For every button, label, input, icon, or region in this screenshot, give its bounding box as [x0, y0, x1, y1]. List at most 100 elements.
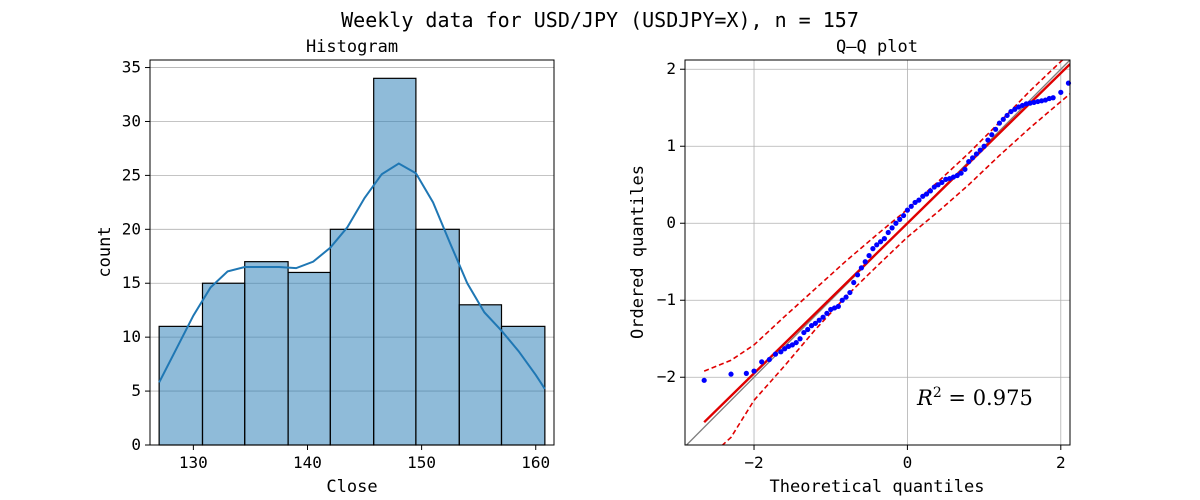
qq-point — [912, 199, 918, 206]
histogram-y-label: count — [95, 226, 115, 277]
histogram-panel: Histogram 130 140 150 160 0 5 10 15 20 25 30 35 Cl… — [95, 37, 555, 497]
qq-point — [766, 356, 772, 363]
histogram-bar — [373, 77, 417, 446]
qq-point — [939, 179, 945, 186]
qq-y-tick-label: 2 — [666, 59, 676, 78]
histogram-y-tick-label: 30 — [122, 111, 141, 130]
figure-title: Weekly data for USD/JPY (USDJPY=X), n = … — [341, 8, 859, 32]
qq-point — [958, 170, 964, 176]
histogram-y-tick-label: 20 — [122, 219, 141, 238]
qq-point — [954, 172, 960, 179]
qq-point — [839, 297, 845, 303]
qq-plot-title: Q–Q plot — [836, 37, 918, 57]
qq-point — [858, 265, 864, 271]
qq-point — [862, 259, 868, 265]
histogram-y-tick-label: 15 — [122, 273, 141, 292]
histogram-y-tick-label: 0 — [131, 435, 141, 454]
r-squared-symbol: R — [916, 386, 933, 410]
qq-point — [793, 339, 799, 346]
qq-y-tick-label: 1 — [666, 136, 676, 155]
qq-point — [969, 155, 976, 161]
r-squared-annotation: R2 = 0.975 — [916, 385, 1033, 410]
qq-point — [877, 239, 884, 245]
qq-point — [981, 143, 987, 149]
qq-point — [920, 193, 926, 199]
qq-point — [900, 212, 907, 219]
qq-point — [927, 188, 934, 194]
qq-point — [820, 314, 826, 320]
qq-point — [1008, 108, 1014, 115]
qq-point — [931, 184, 937, 190]
qq-point — [778, 349, 784, 355]
histogram-x-label: Close — [326, 477, 377, 497]
histogram-kde-curve — [158, 162, 546, 390]
qq-point — [1058, 89, 1064, 95]
histogram-bar — [329, 228, 375, 446]
r-squared-exponent: 2 — [933, 385, 942, 401]
qq-point — [772, 351, 779, 357]
histogram-bars — [158, 77, 546, 446]
qq-point — [1000, 116, 1006, 122]
qq-point — [870, 246, 876, 252]
qq-x-tick-label: −2 — [744, 453, 763, 472]
qq-point — [881, 236, 888, 242]
qq-point — [935, 182, 941, 188]
histogram-bar — [287, 271, 331, 446]
qq-y-ticks: −2 −1 0 1 2 — [657, 59, 685, 386]
histogram-title: Histogram — [306, 37, 398, 57]
qq-point — [977, 147, 983, 153]
qq-point — [893, 220, 899, 226]
qq-point — [701, 377, 707, 383]
histogram-x-ticks: 130 140 150 160 — [179, 445, 550, 472]
qq-point — [812, 320, 818, 326]
histogram-frame — [149, 59, 555, 446]
qq-point — [801, 329, 807, 336]
qq-point — [874, 242, 880, 248]
qq-point — [751, 368, 757, 374]
qq-point — [1004, 112, 1010, 119]
qq-point — [782, 346, 788, 352]
histogram-x-tick-label: 140 — [293, 453, 322, 472]
qq-point — [973, 151, 980, 157]
qq-point — [1012, 106, 1018, 112]
qq-point — [962, 166, 968, 172]
histogram-bar — [500, 325, 546, 446]
qq-point — [835, 303, 841, 309]
qq-point — [816, 317, 822, 323]
histogram-bar — [201, 282, 246, 446]
qq-x-tick-label: 2 — [1056, 453, 1066, 472]
histogram-y-tick-label: 10 — [122, 327, 141, 346]
histogram-bar — [415, 228, 460, 446]
qq-point — [866, 252, 872, 259]
qq-point — [759, 359, 765, 365]
qq-point — [923, 191, 930, 197]
qq-point — [847, 289, 853, 296]
qq-point — [728, 371, 734, 377]
qq-point — [885, 229, 891, 236]
qq-x-ticks: −2 0 2 — [744, 445, 1066, 472]
qq-plot-panel: Q–Q plot −2 0 2 −2 −1 0 1 2 R2 = 0.975 Theoret… — [628, 37, 1072, 497]
qq-point — [966, 159, 972, 165]
qq-y-tick-label: −1 — [657, 290, 676, 309]
histogram-y-ticks: 0 5 10 15 20 25 30 35 — [122, 58, 150, 454]
qq-point — [904, 207, 911, 213]
qq-y-tick-label: 0 — [666, 213, 676, 232]
histogram-y-tick-label: 5 — [131, 381, 141, 400]
qq-x-label: Theoretical quantiles — [770, 477, 985, 497]
histogram-bar — [458, 304, 503, 446]
histogram-bar — [244, 261, 289, 446]
qq-point — [989, 132, 995, 138]
histogram-y-tick-label: 25 — [122, 165, 141, 184]
r-squared-value: 0.975 — [973, 386, 1033, 410]
histogram-x-tick-label: 150 — [407, 453, 436, 472]
qq-upper-confidence-band — [703, 60, 1064, 372]
qq-point — [789, 342, 795, 348]
qq-x-tick-label: 0 — [903, 453, 913, 472]
qq-point — [897, 216, 903, 222]
histogram-y-tick-label: 35 — [122, 58, 141, 77]
qq-point — [889, 225, 895, 231]
qq-frame — [684, 59, 1071, 446]
histogram-x-tick-label: 130 — [179, 453, 208, 472]
qq-points — [701, 80, 1072, 383]
